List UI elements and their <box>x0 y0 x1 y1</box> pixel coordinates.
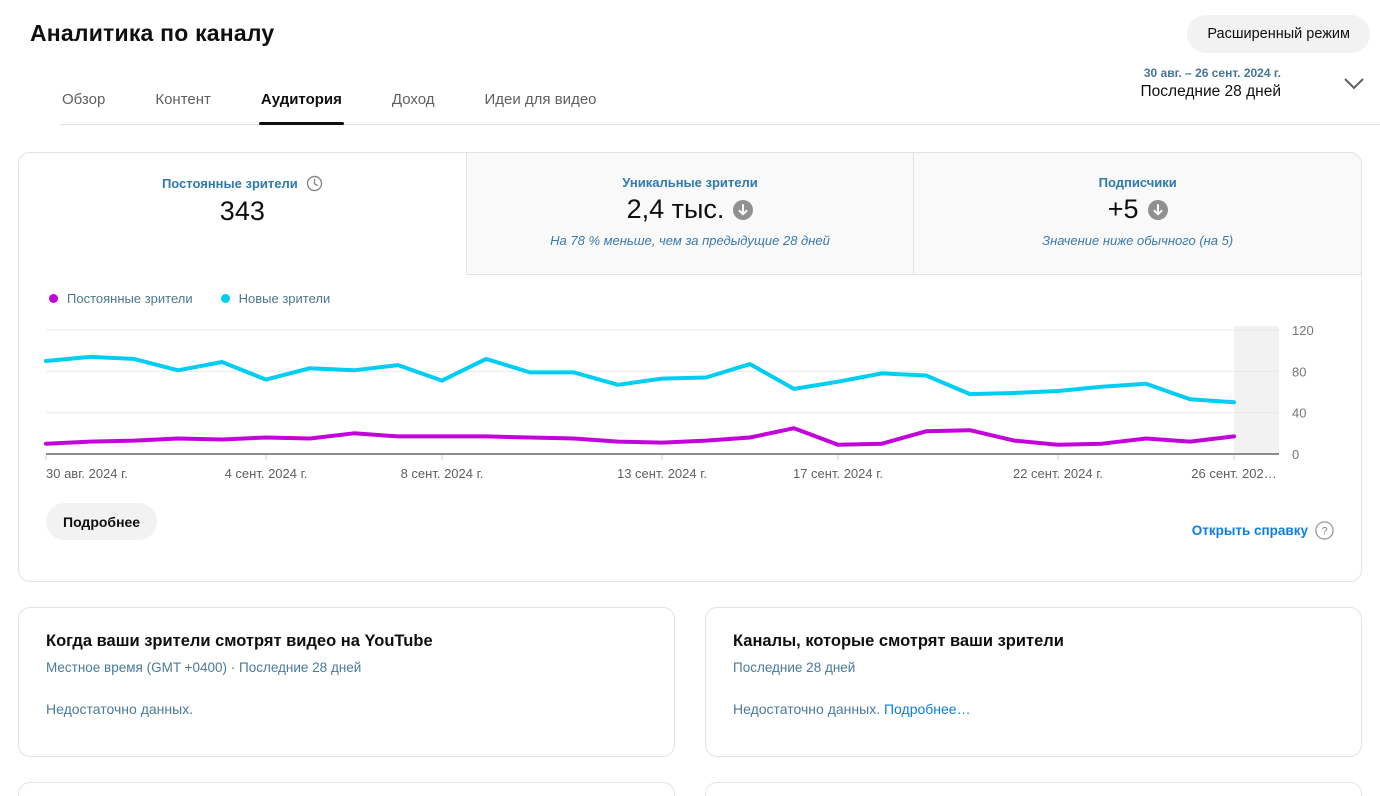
date-range-picker[interactable]: 30 авг. – 26 сент. 2024 г. Последние 28 … <box>1141 66 1365 101</box>
legend-item-returning-viewers: Постоянные зрители <box>49 291 193 306</box>
date-range-label: 30 авг. – 26 сент. 2024 г. <box>1143 66 1281 80</box>
no-data-text: Недостаточно данных. <box>733 701 881 717</box>
partial-card <box>18 782 675 796</box>
metric-tab-row: Постоянные зрители 343 Уникальные зрител… <box>19 153 1361 275</box>
date-preset-label: Последние 28 дней <box>1140 83 1281 100</box>
clock-icon <box>306 175 322 192</box>
chevron-down-icon <box>1344 77 1364 89</box>
metric-note: Значение ниже обычного (на 5) <box>1042 233 1234 248</box>
metric-label: Постоянные зрители <box>161 176 298 191</box>
tab-audience[interactable]: Аудитория <box>258 91 344 125</box>
card-body: Недостаточно данных. <box>46 701 647 717</box>
card-body: Недостаточно данных. Подробнее… <box>733 701 1334 717</box>
analytics-tab-bar: Обзор Контент Аудитория Доход Идеи для в… <box>60 91 1380 125</box>
card-title: Когда ваши зрители смотрят видео на YouT… <box>46 632 433 650</box>
tab-content[interactable]: Контент <box>155 91 211 108</box>
open-help-link[interactable]: Открыть справку <box>1191 523 1308 538</box>
card-subtitle: Местное время (GMT +0400) · Последние 28… <box>46 660 362 675</box>
series-line <box>44 426 1236 447</box>
see-more-button[interactable]: Подробнее <box>46 503 158 540</box>
metric-label: Подписчики <box>1098 175 1177 190</box>
legend-dot <box>49 294 58 303</box>
metric-tab-unique-viewers[interactable]: Уникальные зрители 2,4 тыс. На 78 % мень… <box>465 153 914 275</box>
chart-legend: Постоянные зрители Новые зрители <box>49 291 1361 306</box>
x-axis-label: 22 сент. 2024 г. <box>1013 466 1103 481</box>
card-watch-times: Когда ваши зрители смотрят видео на YouT… <box>18 607 675 757</box>
metric-tab-subscribers[interactable]: Подписчики +5 Значение ниже обычного (на… <box>913 153 1361 275</box>
chart-card-footer: Подробнее Открыть справку ? <box>19 493 1361 540</box>
y-axis-label: 0 <box>1292 447 1299 462</box>
metric-tab-returning-viewers[interactable]: Постоянные зрители 343 <box>19 153 466 275</box>
tab-video-ideas[interactable]: Идеи для видео <box>484 91 597 108</box>
series-line <box>44 354 1236 405</box>
arrow-down-circle-icon <box>733 199 754 220</box>
audience-analytics-card: Постоянные зрители 343 Уникальные зрител… <box>18 152 1362 582</box>
tab-overview[interactable]: Обзор <box>62 91 106 108</box>
date-range-texts: 30 авг. – 26 сент. 2024 г. Последние 28 … <box>1141 66 1281 101</box>
open-help[interactable]: Открыть справку ? <box>1192 521 1334 540</box>
page-title: Аналитика по каналу <box>30 20 275 46</box>
y-axis-label: 40 <box>1292 406 1306 421</box>
legend-item-new-viewers: Новые зрители <box>220 291 331 306</box>
audience-chart: 0 40 80 120 30 авг. 2024 г. 4 сент. 2024 г. 8 … <box>19 316 1361 493</box>
x-axis-label: 30 авг. 2024 г. <box>46 466 128 481</box>
legend-dot <box>220 294 230 303</box>
no-data-text: Недостаточно данных. <box>46 701 194 717</box>
svg-text:?: ? <box>1321 525 1327 537</box>
secondary-cards-row: Когда ваши зрители смотрят видео на YouT… <box>18 607 1362 757</box>
metric-note: На 78 % меньше, чем за предыдущие 28 дне… <box>550 233 830 248</box>
x-axis-label: 13 сент. 2024 г. <box>617 466 707 481</box>
legend-label: Постоянные зрители <box>67 291 193 306</box>
card-title: Каналы, которые смотрят ваши зрители <box>733 632 1064 650</box>
legend-label: Новые зрители <box>238 291 331 306</box>
x-axis-label: 17 сент. 2024 г. <box>793 466 883 481</box>
page-header: Аналитика по каналу Расширенный режим 30… <box>0 0 1380 125</box>
advanced-mode-button[interactable]: Расширенный режим <box>1187 15 1370 53</box>
metric-value: 2,4 тыс. <box>626 194 725 224</box>
help-icon[interactable]: ? <box>1315 521 1334 540</box>
next-cards-row-partial <box>18 782 1362 796</box>
metric-value: +5 <box>1107 194 1139 224</box>
learn-more-link[interactable]: Подробнее… <box>883 701 971 717</box>
card-channels-watched: Каналы, которые смотрят ваши зрители Пос… <box>705 607 1362 757</box>
x-axis-label: 8 сент. 2024 г. <box>401 466 484 481</box>
x-axis-label: 26 сент. 202… <box>1191 466 1276 481</box>
arrow-down-circle-icon <box>1147 199 1168 220</box>
partial-data-band <box>1234 326 1279 454</box>
y-axis-label: 80 <box>1292 364 1306 379</box>
partial-card <box>705 782 1362 796</box>
x-axis-label: 4 сент. 2024 г. <box>225 466 308 481</box>
metric-label: Уникальные зрители <box>622 175 758 190</box>
card-subtitle: Последние 28 дней <box>733 660 856 675</box>
y-axis-label: 120 <box>1292 323 1314 338</box>
line-chart-svg: 0 40 80 120 30 авг. 2024 г. 4 сент. 2024 г. 8 … <box>44 323 1314 481</box>
metric-value: 343 <box>219 196 265 226</box>
tab-revenue[interactable]: Доход <box>391 91 435 108</box>
